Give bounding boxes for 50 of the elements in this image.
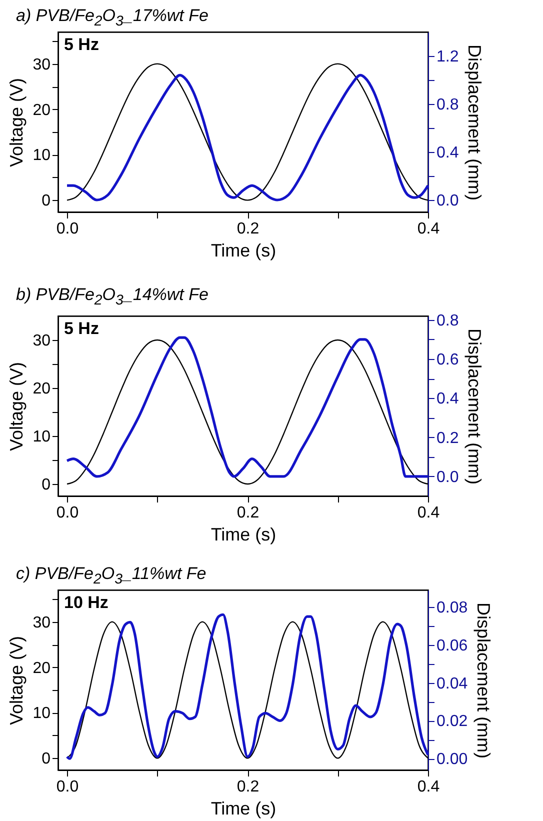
y2-tick-label: 0.0 xyxy=(436,192,459,210)
y2-tick-label: 0.06 xyxy=(436,637,468,654)
chart-title: c) PVB/Fe$_{2}$O$_{3}$_11%wt Fe xyxy=(16,564,208,588)
y2-tick-label: 0.2 xyxy=(436,430,459,447)
y2-axis-title: Displacement (mm) xyxy=(474,602,494,759)
y-tick-label: 20 xyxy=(32,380,51,398)
y-axis-title: Voltage (V) xyxy=(6,636,27,726)
x-tick-label: 0.0 xyxy=(56,504,79,522)
y-tick-label: 10 xyxy=(32,705,51,722)
y2-tick-label: 0.4 xyxy=(436,390,459,408)
x-axis-title: Time (s) xyxy=(210,524,276,544)
annotation: 5 Hz xyxy=(64,35,99,54)
annotation: 5 Hz xyxy=(64,319,99,338)
y-tick-label: 10 xyxy=(32,428,51,446)
y-axis-title: Voltage (V) xyxy=(6,78,27,168)
x-tick-label: 0.2 xyxy=(236,220,260,238)
y-tick-label: 30 xyxy=(32,332,51,350)
y2-tick-label: 0.6 xyxy=(436,352,459,369)
x-axis-title: Time (s) xyxy=(210,798,276,818)
y2-tick-label: 0.00 xyxy=(436,751,468,768)
y2-tick-label: 0.8 xyxy=(436,96,459,114)
y2-tick-label: 0.4 xyxy=(436,144,459,162)
chart-title: a) PVB/Fe$_{2}$O$_{3}$_17%wt Fe xyxy=(16,6,210,30)
y-tick-label: 0 xyxy=(42,192,51,210)
y-tick-label: 20 xyxy=(32,102,51,119)
y-axis-title: Voltage (V) xyxy=(6,362,27,452)
y-tick-label: 10 xyxy=(32,147,51,164)
y2-tick-label: 0.02 xyxy=(436,713,468,730)
x-tick-label: 0.0 xyxy=(56,220,79,238)
x-tick-label: 0.2 xyxy=(236,504,260,522)
x-tick-label: 0.0 xyxy=(56,778,79,796)
y2-tick-label: 1.2 xyxy=(436,48,459,66)
y-tick-label: 0 xyxy=(42,750,51,768)
y2-tick-label: 0.8 xyxy=(436,312,459,330)
y2-axis-title: Displacement (mm) xyxy=(464,44,485,201)
x-tick-label: 0.4 xyxy=(417,220,440,238)
y-tick-label: 20 xyxy=(32,660,51,677)
y2-tick-label: 0.0 xyxy=(436,468,459,486)
x-tick-label: 0.4 xyxy=(417,778,440,796)
y-tick-label: 0 xyxy=(42,476,51,494)
annotation: 10 Hz xyxy=(64,593,108,612)
chart-title: b) PVB/Fe$_{2}$O$_{3}$_14%wt Fe xyxy=(16,285,210,308)
y-tick-label: 30 xyxy=(32,614,51,632)
y2-axis-title: Displacement (mm) xyxy=(464,328,485,485)
y2-tick-label: 0.08 xyxy=(436,600,468,617)
x-tick-label: 0.4 xyxy=(417,504,440,522)
x-tick-label: 0.2 xyxy=(236,778,260,796)
y2-tick-label: 0.04 xyxy=(436,675,468,692)
x-axis-title: Time (s) xyxy=(210,240,276,260)
y-tick-label: 30 xyxy=(32,56,51,74)
